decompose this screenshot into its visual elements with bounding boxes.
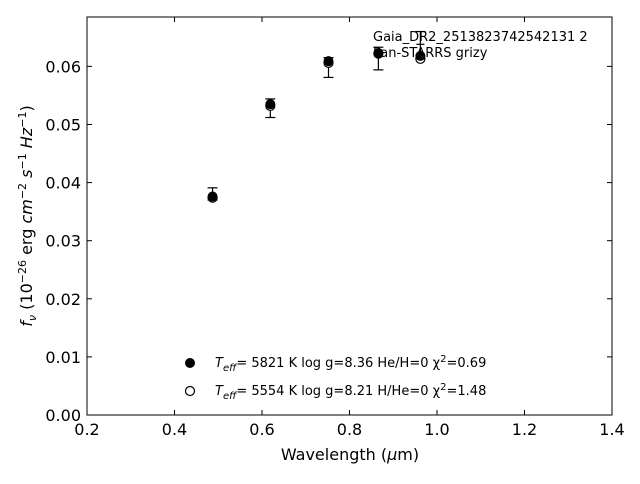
x-axis-label-prefix: Wavelength ( <box>281 445 387 464</box>
x-tick-label: 0.4 <box>162 420 187 439</box>
legend-0-eff: eff <box>223 363 238 374</box>
legend-marker-filled <box>185 358 195 368</box>
legend: Teff= 5821 K log g=8.36 He/H=0 χ2=0.69 T… <box>184 354 486 402</box>
annotation-source: Gaia_DR2_2513823742542131 2 <box>373 30 588 45</box>
legend-1-chi-sup: 2 <box>440 382 446 393</box>
point-layer <box>207 48 426 203</box>
model-point-filled <box>323 56 334 67</box>
legend-1-eff: eff <box>223 391 238 402</box>
y-tick-label: 0.00 <box>45 406 81 425</box>
legend-1-tail: =1.48 <box>447 384 487 399</box>
model-point-filled <box>415 50 426 61</box>
legend-label-0: Teff= 5821 K log g=8.36 He/H=0 χ2=0.69 <box>215 354 486 374</box>
legend-0-chi-sup: 2 <box>440 354 446 365</box>
x-axis-label: Wavelength (μm) <box>281 445 419 464</box>
tick-layer: 0.2 0.4 0.6 0.8 1.0 1.2 1.4 0.00 0.01 0.02 0.03 0.0… <box>45 17 625 439</box>
legend-0-text: = 5821 K log g=8.36 He/H=0 χ <box>236 356 440 371</box>
legend-0-T: T <box>215 356 224 371</box>
y-tick-label: 0.03 <box>45 232 81 251</box>
y-tick-label: 0.06 <box>45 57 81 76</box>
legend-1-text: = 5554 K log g=8.21 H/He=0 χ <box>236 384 440 399</box>
y-tick-label: 0.05 <box>45 115 81 134</box>
x-tick-label: 0.8 <box>337 420 362 439</box>
model-point-filled <box>373 48 384 59</box>
annotation-survey: Pan-STARRS grizy <box>373 46 488 61</box>
model-point-filled <box>265 99 276 110</box>
legend-marker-open <box>184 385 196 397</box>
x-axis-label-suffix: m) <box>397 445 419 464</box>
legend-0-tail: =0.69 <box>447 356 487 371</box>
y-tick-label: 0.04 <box>45 174 81 193</box>
model-point-filled <box>207 191 218 202</box>
x-tick-label: 0.2 <box>74 420 99 439</box>
legend-1-T: T <box>215 384 224 399</box>
y-tick-label: 0.02 <box>45 290 81 309</box>
x-tick-label: 0.6 <box>249 420 274 439</box>
x-axis-label-symbol: μ <box>386 445 397 464</box>
x-tick-label: 1.4 <box>599 420 624 439</box>
y-tick-label: 0.01 <box>45 348 81 367</box>
plot-frame <box>86 16 613 416</box>
x-tick-label: 1.2 <box>512 420 537 439</box>
x-tick-label: 1.0 <box>424 420 449 439</box>
y-axis-label: fν (10−26 erg cm−2 s−1 Hz−1) <box>16 105 39 326</box>
legend-label-1: Teff= 5554 K log g=8.21 H/He=0 χ2=1.48 <box>215 382 486 402</box>
